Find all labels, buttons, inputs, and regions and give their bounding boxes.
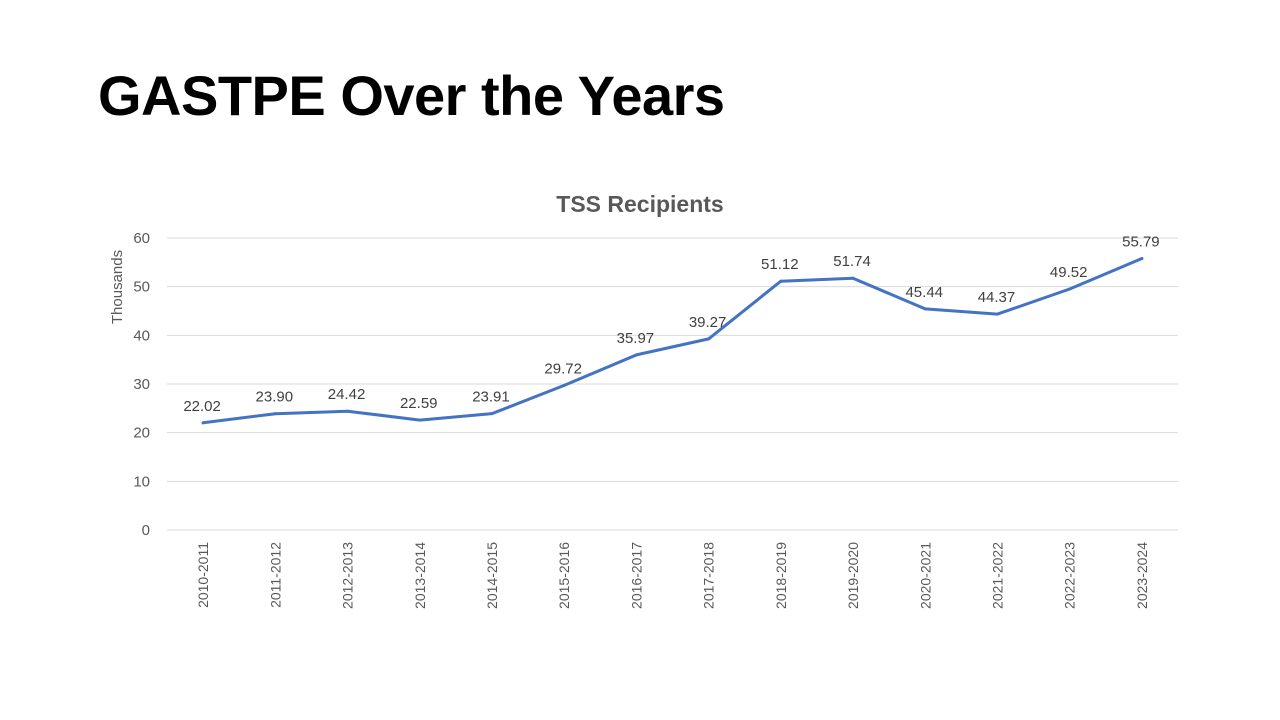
data-label: 45.44 — [905, 284, 943, 301]
x-tick-label: 2010-2011 — [195, 542, 211, 608]
data-point — [346, 409, 350, 413]
y-tick-label: 20 — [133, 425, 150, 442]
x-tick-label: 2015-2016 — [556, 542, 572, 609]
data-label: 23.91 — [472, 389, 510, 406]
series-line — [201, 257, 1144, 425]
data-label: 23.90 — [256, 389, 294, 406]
x-tick-label: 2013-2014 — [412, 542, 428, 609]
data-point — [995, 312, 999, 316]
data-point — [779, 279, 783, 283]
data-point — [707, 337, 711, 341]
y-tick-label: 30 — [133, 376, 150, 393]
x-tick-label: 2017-2018 — [701, 542, 717, 609]
y-tick-label: 10 — [133, 473, 150, 490]
data-point — [490, 412, 494, 416]
x-tick-label: 2022-2023 — [1062, 542, 1078, 609]
data-point — [1140, 256, 1144, 260]
y-tick-label: 40 — [133, 327, 150, 344]
x-tick-label: 2012-2013 — [340, 542, 356, 609]
gridlines — [167, 237, 1178, 531]
data-point — [418, 418, 422, 422]
x-tick-label: 2019-2020 — [845, 542, 861, 609]
data-labels: 22.02 23.90 24.42 22.59 23.91 29.72 35.97 39.27… — [183, 233, 1159, 414]
data-label: 29.72 — [544, 360, 582, 377]
x-axis-ticks: 2010-2011 2011-2012 2012-2013 2013-2014 2014… — [195, 542, 1150, 609]
data-point — [273, 412, 277, 416]
data-label: 51.74 — [833, 253, 871, 270]
data-point — [634, 353, 638, 357]
data-label: 51.12 — [761, 256, 799, 273]
data-label: 49.52 — [1050, 264, 1088, 281]
y-tick-label: 0 — [142, 522, 150, 539]
data-point — [562, 383, 566, 387]
data-label: 24.42 — [328, 386, 366, 403]
x-tick-label: 2011-2012 — [267, 542, 283, 608]
chart-title: TSS Recipients — [556, 191, 723, 217]
data-point — [201, 421, 205, 425]
data-label: 22.02 — [183, 398, 221, 415]
series-layer — [201, 256, 1144, 425]
x-tick-label: 2018-2019 — [773, 542, 789, 609]
x-tick-label: 2014-2015 — [484, 542, 500, 609]
data-label: 55.79 — [1122, 233, 1160, 250]
x-tick-label: 2016-2017 — [628, 542, 644, 609]
y-axis-ticks: 0 10 20 30 40 50 60 — [133, 230, 150, 539]
data-point — [923, 307, 927, 311]
data-label: 44.37 — [978, 289, 1016, 306]
data-label: 39.27 — [689, 314, 727, 331]
y-axis-label: Thousands — [109, 250, 126, 324]
x-tick-label: 2023-2024 — [1134, 542, 1150, 609]
x-tick-label: 2021-2022 — [989, 542, 1005, 609]
data-label: 22.59 — [400, 395, 438, 412]
y-tick-label: 50 — [133, 279, 150, 296]
y-tick-label: 60 — [133, 230, 150, 247]
data-point — [851, 276, 855, 280]
data-point — [1068, 287, 1072, 291]
data-label: 35.97 — [617, 330, 655, 347]
x-tick-label: 2020-2021 — [917, 542, 933, 609]
slide-title: GASTPE Over the Years — [98, 64, 725, 127]
